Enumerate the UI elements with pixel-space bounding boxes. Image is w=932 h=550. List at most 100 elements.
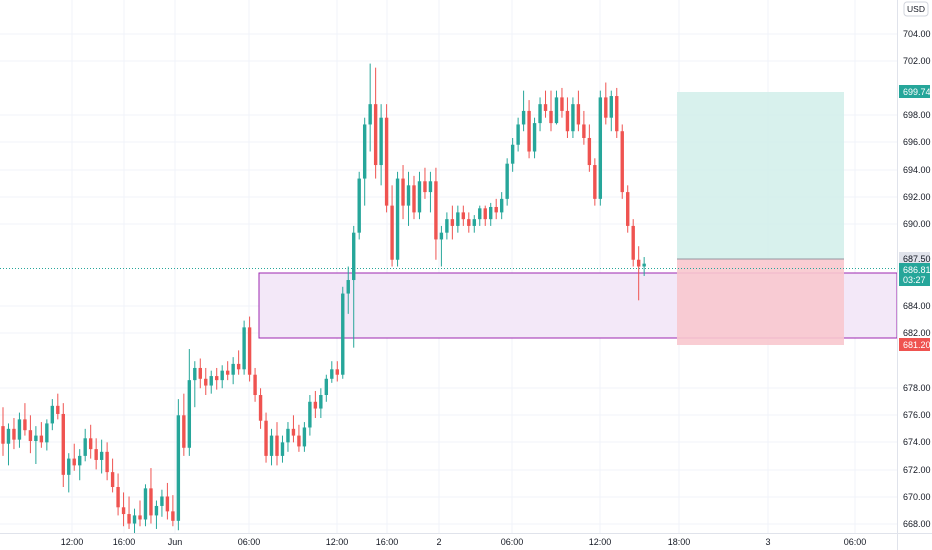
y-tick-label: 704.00 <box>903 29 931 39</box>
candle-body <box>182 415 186 448</box>
candle-body <box>335 369 339 375</box>
currency-badge[interactable] <box>903 1 929 17</box>
candle-body <box>72 458 76 466</box>
candle-body <box>434 181 438 240</box>
candle-body <box>253 374 257 396</box>
candle-body <box>439 232 444 240</box>
candle-body <box>593 165 597 199</box>
candle-body <box>67 458 71 475</box>
candle-body <box>176 415 181 521</box>
candle-body <box>565 110 570 132</box>
candle-body <box>39 435 44 443</box>
current-price-badge <box>899 263 930 286</box>
candle-body <box>247 327 252 375</box>
candle-body <box>412 185 416 213</box>
candle-body <box>215 376 219 381</box>
candle-body <box>401 178 405 206</box>
candle-body <box>467 219 471 226</box>
y-tick-label: 684.00 <box>903 301 931 311</box>
candle-body <box>620 131 624 193</box>
candle-body <box>450 219 455 226</box>
candle-body <box>34 435 38 442</box>
x-tick-label: 18:00 <box>668 537 691 547</box>
countdown-label: 03:27 <box>903 275 926 285</box>
candle-body <box>604 97 608 118</box>
currency-label: USD <box>907 4 925 14</box>
candle-body <box>390 205 394 260</box>
candle-body <box>236 363 241 370</box>
candle-body <box>187 380 192 448</box>
candle-body <box>88 438 93 450</box>
candle-body <box>609 96 613 118</box>
candle-body <box>494 206 498 213</box>
x-tick-label: 12:00 <box>589 537 612 547</box>
candle-body <box>373 104 378 166</box>
x-tick-label: 12:00 <box>326 537 349 547</box>
y-tick-label: 702.00 <box>903 56 931 66</box>
candle-body <box>395 178 400 260</box>
candle-body <box>527 110 531 152</box>
candle-body <box>341 293 345 375</box>
candle-body <box>505 163 509 199</box>
y-tick-label: 678.00 <box>903 383 931 393</box>
candle-body <box>291 428 296 436</box>
candle-body <box>571 104 575 132</box>
candle-body <box>598 97 603 199</box>
candle-body <box>456 212 460 226</box>
candle-body <box>313 401 318 409</box>
candle-body <box>330 369 334 379</box>
price-axis-ticks: 704.00 702.00 698.00 696.00 694.00 692.0… <box>903 29 931 529</box>
current-price-label: 686.81 <box>903 265 931 275</box>
candle-body <box>61 413 65 475</box>
candle-body <box>417 181 422 213</box>
candle-body <box>319 395 323 409</box>
candle-body <box>384 117 389 206</box>
candle-body <box>362 124 367 179</box>
candle-body <box>302 427 307 447</box>
candle-body <box>499 198 504 213</box>
candle-body <box>138 515 142 520</box>
candle-body <box>472 219 476 226</box>
x-tick-label: 3 <box>765 537 770 547</box>
x-tick-label: 06:00 <box>844 537 867 547</box>
candle-body <box>165 496 170 512</box>
candle-body <box>56 405 60 414</box>
candle-body <box>220 370 224 381</box>
candle-body <box>587 137 592 166</box>
candle-body <box>489 206 493 220</box>
candle-body <box>549 110 553 124</box>
candle-body <box>368 104 372 125</box>
target-profit-zone[interactable] <box>677 92 844 259</box>
stop-price-label: 681.20 <box>903 340 931 350</box>
stop-price-badge <box>899 338 930 351</box>
candle-body <box>116 487 120 508</box>
target-price-label: 699.74 <box>903 87 931 97</box>
x-tick-label: 16:00 <box>113 537 136 547</box>
candle-body <box>406 185 411 206</box>
candle-body <box>50 405 55 424</box>
candle-body <box>560 97 564 111</box>
candle-body <box>346 280 350 294</box>
x-tick-label: 06:00 <box>238 537 261 547</box>
candle-body <box>225 370 230 375</box>
candle-body <box>94 449 98 460</box>
candle-body <box>275 435 279 456</box>
candle-body <box>23 419 27 431</box>
target-price-badge <box>899 85 930 98</box>
candles <box>1 63 646 533</box>
y-tick-label: 694.00 <box>903 165 931 175</box>
candle-body <box>297 435 301 447</box>
candle-body <box>83 438 87 456</box>
candle-body <box>357 178 361 233</box>
candle-body <box>554 97 559 124</box>
candle-body <box>110 472 115 488</box>
stop-loss-zone[interactable] <box>677 259 844 345</box>
candle-body <box>543 104 548 111</box>
candle-body <box>198 367 202 379</box>
candle-body <box>17 419 22 440</box>
candle-body <box>149 488 153 516</box>
candle-body <box>171 511 175 521</box>
candle-body <box>1 426 5 444</box>
y-tick-label: 668.00 <box>903 519 931 529</box>
